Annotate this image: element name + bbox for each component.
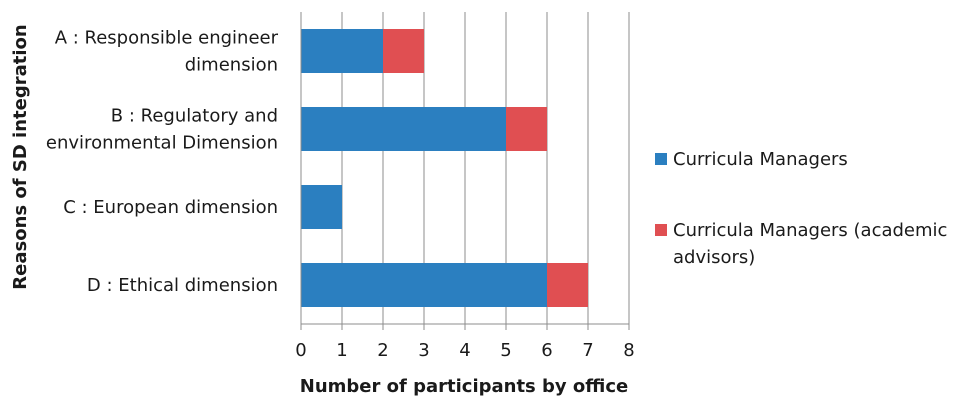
x-tick-label: 7 (582, 340, 593, 361)
category-label-line: dimension (185, 55, 278, 76)
legend-swatch (655, 224, 667, 236)
x-tick-label: 3 (418, 340, 429, 361)
legend: Curricula Managers Curricula Managers (ac… (655, 149, 947, 268)
axes (300, 12, 630, 330)
bar-segment (301, 263, 547, 307)
x-axis-title: Number of participants by office (300, 376, 629, 397)
legend-label-line: Curricula Managers (academic (673, 220, 947, 241)
x-tick-label: 5 (500, 340, 511, 361)
x-tick-label: 2 (377, 340, 388, 361)
labels: 0 1 2 3 4 5 6 7 8 A : Responsible engineer dimensi… (10, 24, 635, 397)
legend-label: Curricula Managers (academic advisors) (673, 220, 947, 268)
category-label-line: D : Ethical dimension (87, 275, 278, 296)
x-tick-label: 1 (336, 340, 347, 361)
y-axis-title: Reasons of SD integration (10, 24, 31, 289)
category-label-line: A : Responsible engineer (55, 28, 279, 49)
x-tick-label: 8 (623, 340, 634, 361)
bar-segment (301, 29, 383, 73)
legend-label-line: advisors) (673, 247, 755, 268)
category-label-line: C : European dimension (63, 197, 278, 218)
bar-segment (301, 107, 506, 151)
category-label-line: environmental Dimension (46, 133, 278, 154)
bar-segment (506, 107, 547, 151)
bar-segment (383, 29, 424, 73)
category-label: C : European dimension (63, 197, 278, 218)
bars (301, 29, 588, 307)
bar-segment (547, 263, 588, 307)
legend-label: Curricula Managers (673, 149, 848, 170)
bar-segment (301, 185, 342, 229)
category-label-line: B : Regulatory and (111, 106, 278, 127)
category-label: B : Regulatory and environmental Dimensio… (46, 106, 278, 154)
category-label: A : Responsible engineer dimension (55, 28, 279, 76)
x-tick-label: 0 (295, 340, 306, 361)
x-tick-label: 4 (459, 340, 470, 361)
legend-label-line: Curricula Managers (673, 149, 848, 170)
legend-swatch (655, 153, 667, 165)
x-tick-label: 6 (541, 340, 552, 361)
category-label: D : Ethical dimension (87, 275, 278, 296)
